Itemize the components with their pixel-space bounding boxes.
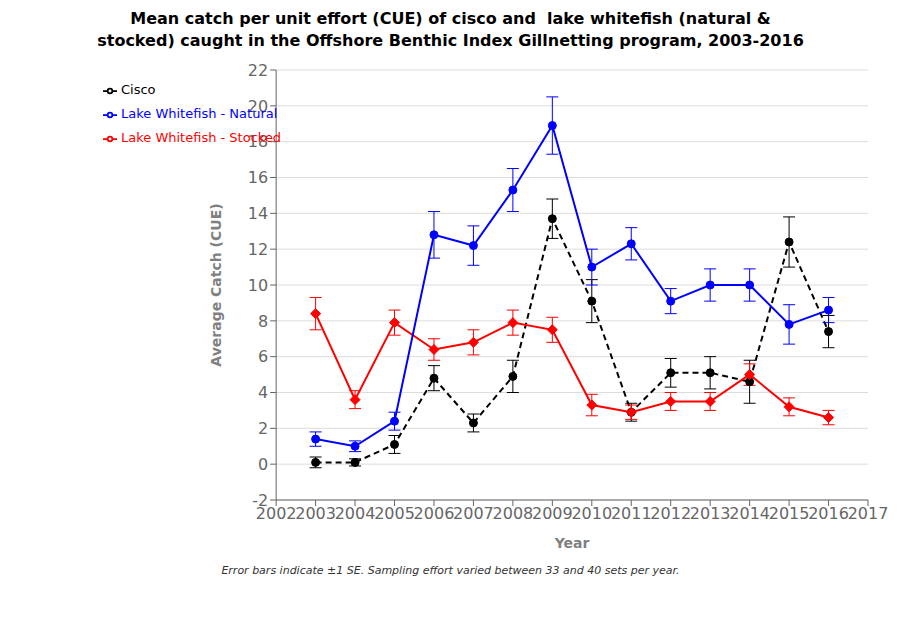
svg-text:12: 12 [248,240,268,259]
svg-text:Average Catch (CUE): Average Catch (CUE) [208,203,224,366]
svg-text:2015: 2015 [769,504,810,523]
svg-text:2012: 2012 [650,504,691,523]
svg-text:2014: 2014 [729,504,770,523]
svg-text:10: 10 [248,276,268,295]
svg-text:2005: 2005 [374,504,415,523]
svg-text:14: 14 [248,204,268,223]
svg-text:2010: 2010 [571,504,612,523]
svg-text:0: 0 [258,455,268,474]
svg-text:2013: 2013 [690,504,731,523]
svg-text:4: 4 [258,383,268,402]
svg-text:2009: 2009 [532,504,573,523]
svg-text:2004: 2004 [335,504,376,523]
svg-text:2007: 2007 [453,504,494,523]
svg-text:18: 18 [248,132,268,151]
svg-text:2003: 2003 [295,504,336,523]
svg-text:8: 8 [258,312,268,331]
svg-text:20: 20 [248,97,268,116]
svg-text:2: 2 [258,419,268,438]
svg-text:2017: 2017 [848,504,889,523]
svg-text:Year: Year [554,535,590,551]
svg-text:2008: 2008 [493,504,534,523]
svg-text:-2: -2 [252,491,268,510]
svg-text:2011: 2011 [611,504,652,523]
svg-text:2016: 2016 [808,504,849,523]
svg-text:6: 6 [258,347,268,366]
svg-text:22: 22 [248,61,268,80]
svg-text:16: 16 [248,168,268,187]
svg-text:2006: 2006 [414,504,455,523]
